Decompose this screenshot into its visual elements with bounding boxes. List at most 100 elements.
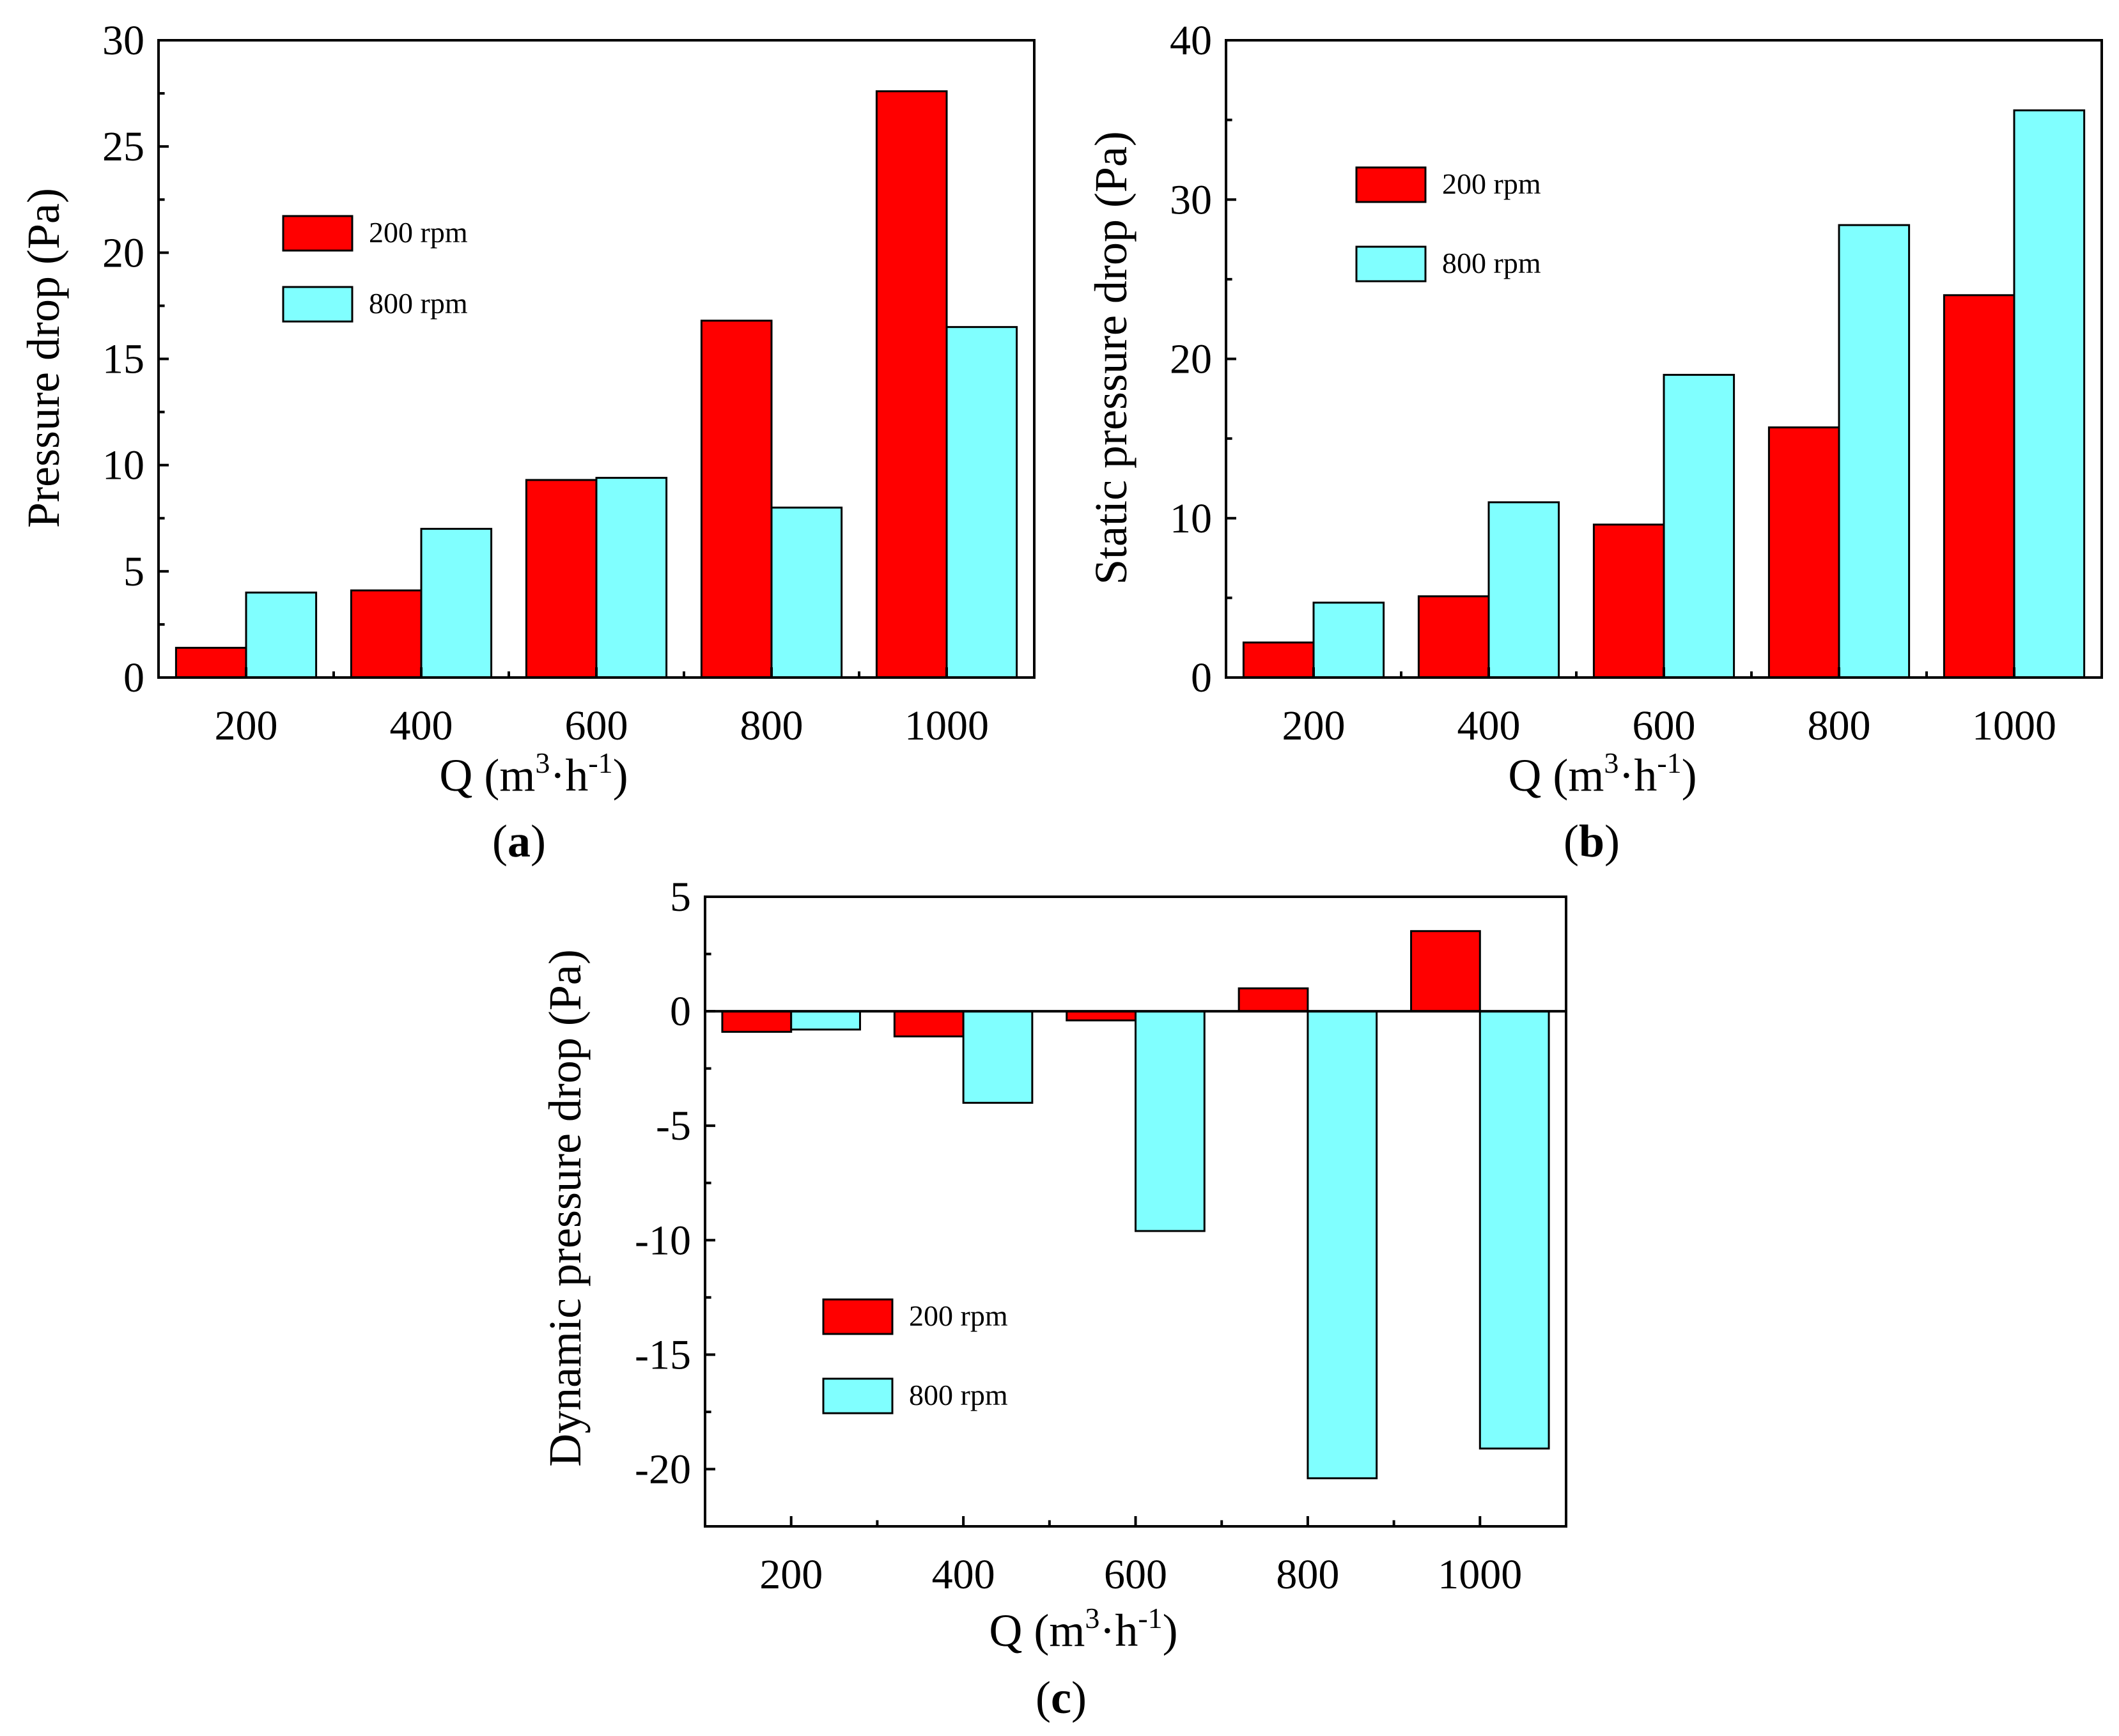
x-tick-label: 200 [215,702,278,749]
bar-800-rpm-800 [1307,1010,1378,1480]
x-axis-label-mid: ·h [1099,1605,1138,1656]
x-axis-label-mid: ·h [1618,750,1657,801]
y-tick-label: 10 [102,442,144,489]
bar-200-rpm-600 [1066,1010,1137,1021]
panel-label: (a) [492,816,546,867]
legend-swatch-800-rpm [1355,245,1427,283]
y-tick-label: 0 [670,988,691,1035]
x-axis-label-main: Q (m [1508,750,1604,801]
x-axis-label: Q (m3·h-1) [989,1602,1177,1656]
bar-200-rpm-600 [1592,523,1665,679]
x-axis-label-main: Q (m [439,750,535,801]
bar-800-rpm-200 [1312,601,1385,679]
y-tick-label: -15 [635,1331,691,1378]
bar-800-rpm-400 [962,1010,1034,1104]
panel-label: (c) [1036,1672,1087,1723]
y-tick-label: 15 [102,336,144,383]
bar-200-rpm-200 [721,1010,793,1033]
bar-800-rpm-600 [1135,1010,1206,1232]
x-tick-label: 600 [1104,1551,1167,1598]
y-tick-label: 5 [670,874,691,920]
panel-label-close: ) [1071,1672,1087,1723]
x-tick-label: 800 [1276,1551,1339,1598]
x-tick-label: 400 [390,702,453,749]
bar-200-rpm-400 [1417,595,1490,679]
y-tick-label: 20 [102,229,144,276]
y-tick-label: 5 [123,548,144,595]
y-tick-label: -20 [635,1446,691,1492]
x-axis-label-end: ) [613,750,628,801]
y-tick-label: 20 [1170,336,1212,383]
legend-label: 800 rpm [909,1379,1008,1411]
x-tick-label: 800 [1808,702,1871,749]
bar-200-rpm-400 [350,589,423,679]
x-axis-label-end: ) [1163,1605,1178,1656]
bar-800-rpm-800 [1838,224,1911,679]
panel-label: (b) [1564,816,1620,867]
panel-label-letter: a [508,816,531,867]
bar-200-rpm-800 [1767,426,1840,679]
legend-label: 200 rpm [909,1299,1008,1332]
x-axis-label-end: ) [1682,750,1697,801]
legend-swatch-200-rpm [822,1298,894,1335]
bar-200-rpm-1000 [875,90,948,679]
bar-800-rpm-600 [595,477,668,679]
legend-swatch-800-rpm [822,1377,894,1414]
x-axis-label-mid: ·h [550,750,588,801]
x-axis-label-sup1: 3 [1604,747,1618,779]
bar-800-rpm-800 [770,506,843,679]
x-tick-label: 400 [932,1551,995,1598]
bar-800-rpm-200 [790,1010,861,1031]
bar-800-rpm-400 [420,527,493,679]
bar-200-rpm-600 [525,479,598,679]
x-tick-label: 200 [1282,702,1346,749]
panel-label-open: ( [1036,1672,1051,1723]
legend-label: 200 rpm [369,216,468,249]
y-tick-label: 30 [102,17,144,64]
legend-swatch-200-rpm [282,215,353,252]
x-tick-label: 1000 [1972,702,2056,749]
bar-200-rpm-200 [1242,641,1315,679]
bar-800-rpm-1000 [2013,109,2086,679]
x-axis-label-sup1: 3 [1085,1602,1099,1634]
panel-label-close: ) [531,816,546,867]
bar-200-rpm-800 [700,320,773,679]
bar-800-rpm-600 [1663,373,1735,679]
x-tick-label: 1000 [1438,1551,1522,1598]
x-axis-label: Q (m3·h-1) [1508,747,1696,801]
legend-label: 800 rpm [1442,247,1541,279]
y-tick-label: -10 [635,1217,691,1264]
bar-200-rpm-200 [175,646,247,679]
x-axis-label-main: Q (m [989,1605,1085,1656]
x-tick-label: 400 [1457,702,1521,749]
y-tick-label: -5 [656,1103,691,1149]
legend-swatch-200-rpm [1355,166,1427,203]
x-tick-label: 200 [759,1551,823,1598]
y-tick-label: 25 [102,123,144,170]
bar-200-rpm-1000 [1943,294,2015,679]
bar-800-rpm-1000 [1479,1010,1550,1450]
legend-swatch-800-rpm [282,286,353,323]
panel-label-letter: b [1579,816,1604,867]
x-axis-label-sup2: -1 [588,747,612,779]
x-axis-label-sup2: -1 [1657,747,1681,779]
y-axis-label: Dynamic pressure drop (Pa) [539,949,591,1467]
chart-panel-b: 0 10 20 30 40 200 400 600 800 1000 Q (m3·h-1) Stati… [1085,17,2103,867]
chart-panel-c: -20 -15 -10 -5 0 5 200 400 600 800 1000 Q (m3·h-1) D… [539,874,1567,1723]
y-axis-label: Pressure drop (Pa) [18,188,69,528]
y-tick-label: 40 [1170,17,1212,64]
x-tick-label: 600 [1633,702,1696,749]
y-tick-label: 0 [1191,655,1212,701]
x-axis-label-sup2: -1 [1138,1602,1162,1634]
y-tick-label: 10 [1170,495,1212,542]
panel-label-close: ) [1604,816,1620,867]
bar-200-rpm-1000 [1410,930,1481,1012]
panel-label-open: ( [1564,816,1579,867]
bar-200-rpm-800 [1238,987,1309,1012]
y-tick-label: 0 [123,655,144,701]
x-tick-label: 800 [740,702,803,749]
legend-label: 200 rpm [1442,167,1541,200]
bar-800-rpm-1000 [945,326,1018,679]
x-axis-label: Q (m3·h-1) [439,747,628,801]
